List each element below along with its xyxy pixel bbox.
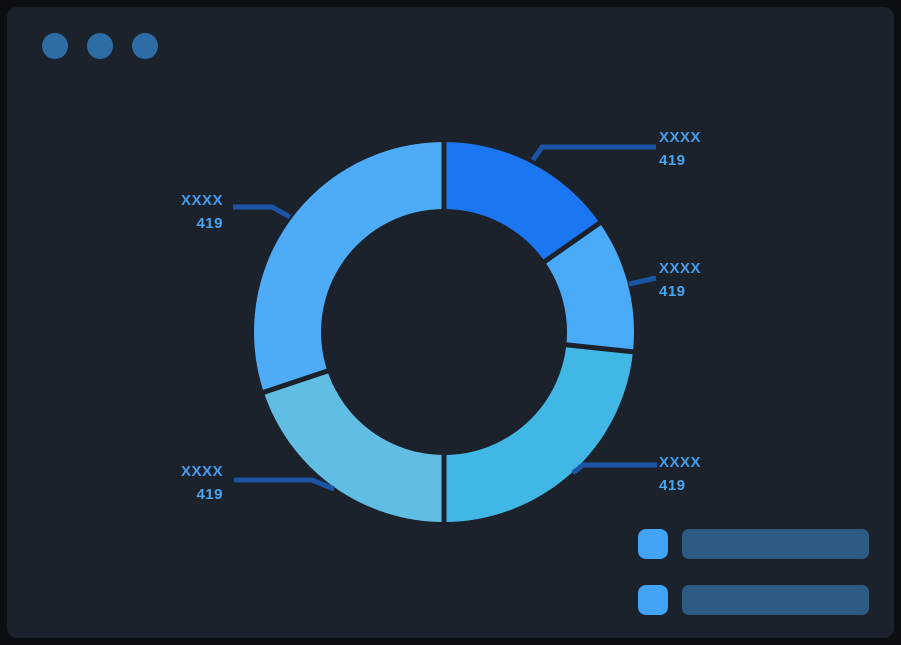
segment-gap — [260, 367, 331, 396]
window-dot-icon[interactable] — [87, 33, 113, 59]
donut-segment[interactable] — [444, 142, 600, 262]
segment-label-top-right: XXXX 419 — [659, 126, 701, 172]
window-dot-icon[interactable] — [42, 33, 68, 59]
segment-value: 419 — [659, 152, 686, 169]
legend — [638, 529, 869, 641]
segment-value: 419 — [659, 283, 686, 300]
donut-segment[interactable] — [263, 371, 444, 522]
segment-label-right: XXXX 419 — [659, 257, 701, 303]
segment-label-bottom-right: XXXX 419 — [659, 451, 701, 497]
donut-segment[interactable] — [544, 223, 634, 352]
window-dot-icon[interactable] — [132, 33, 158, 59]
callout-line — [233, 204, 292, 220]
window-controls — [42, 33, 158, 59]
segment-name: XXXX — [659, 129, 702, 146]
segment-name: XXXX — [659, 260, 702, 277]
segment-name: XXXX — [180, 192, 223, 209]
legend-text-placeholder — [682, 585, 869, 615]
segment-value: 419 — [659, 477, 686, 494]
segment-label-bottom-left: XXXX 419 — [181, 460, 223, 506]
callout-line — [234, 477, 335, 492]
segment-gap — [540, 219, 604, 266]
callout-line — [571, 462, 657, 475]
donut-segment[interactable] — [444, 344, 633, 522]
segment-name: XXXX — [659, 454, 702, 471]
legend-text-placeholder — [682, 529, 869, 559]
segment-label-top-left: XXXX 419 — [181, 189, 223, 235]
legend-item[interactable] — [638, 585, 869, 615]
segment-name: XXXX — [180, 463, 223, 480]
legend-swatch-icon — [638, 529, 668, 559]
donut-segment[interactable] — [253, 142, 444, 393]
callout-line — [628, 275, 657, 287]
callout-line — [530, 144, 656, 162]
segment-gap — [563, 342, 637, 355]
segment-value: 419 — [196, 215, 223, 232]
legend-swatch-icon — [638, 585, 668, 615]
legend-item[interactable] — [638, 529, 869, 559]
segment-value: 419 — [196, 486, 223, 503]
